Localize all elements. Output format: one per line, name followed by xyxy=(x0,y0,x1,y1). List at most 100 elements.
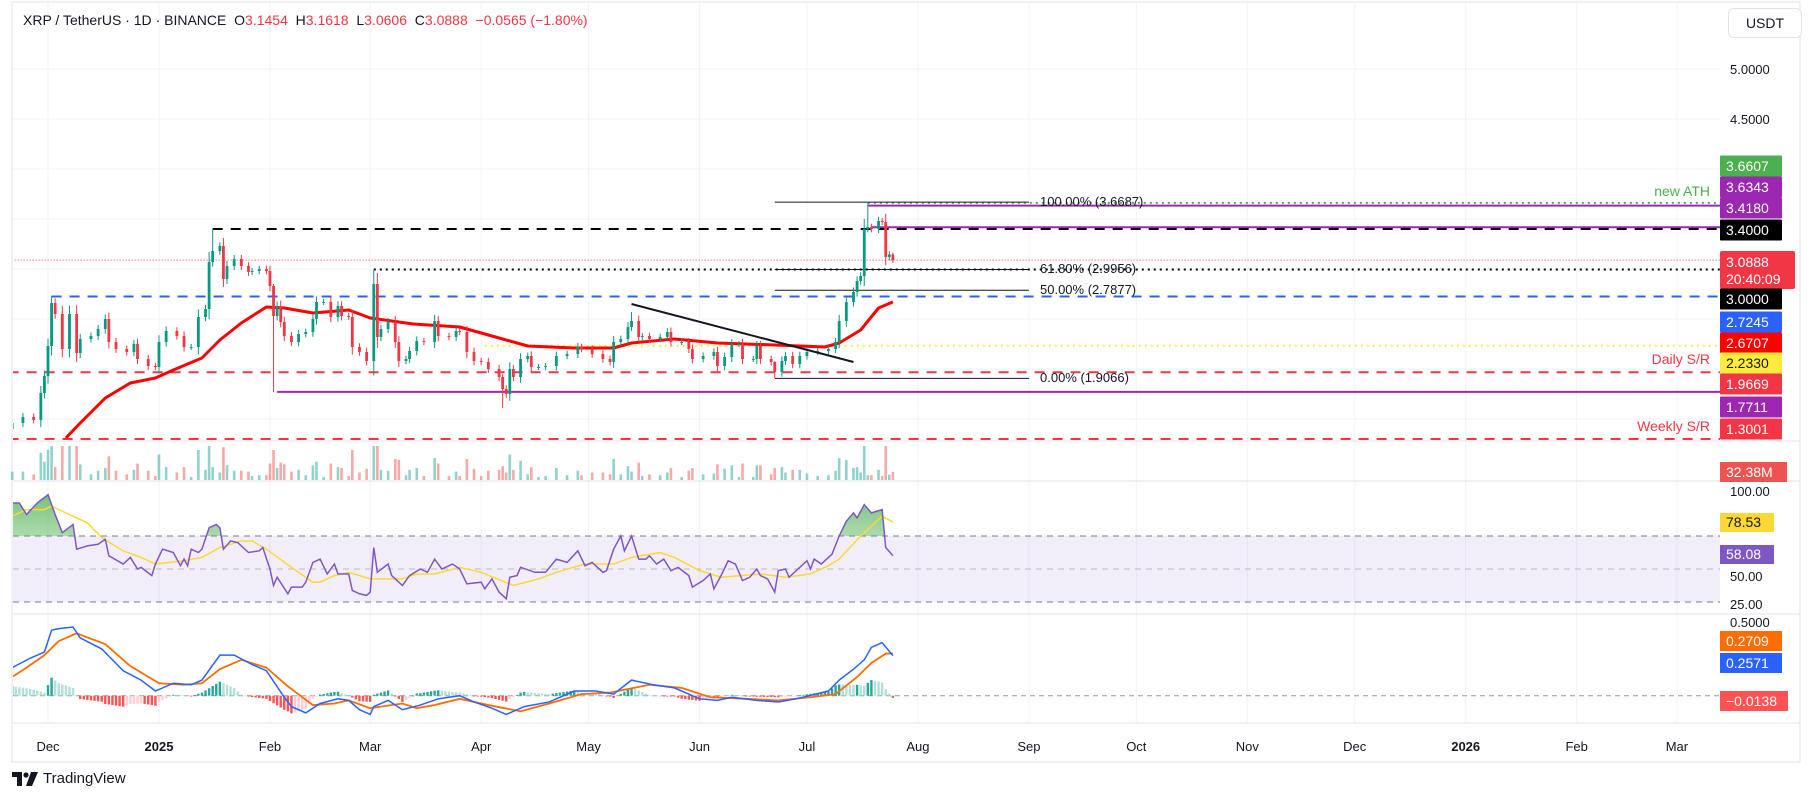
symbol-name[interactable]: XRP / TetherUS xyxy=(23,12,122,28)
volume-bar xyxy=(737,477,741,480)
interval[interactable]: 1D xyxy=(133,12,152,28)
price-label: 2.6707 xyxy=(1726,335,1769,351)
candle-body xyxy=(855,281,859,292)
price-label: 3.4000 xyxy=(1726,222,1769,238)
rsi-axis-tick: 100.00 xyxy=(1730,484,1770,499)
candle-body xyxy=(465,332,469,352)
volume-bar xyxy=(834,470,837,480)
macd-histogram-bar xyxy=(891,695,895,698)
volume-bar xyxy=(845,459,848,480)
candle-body xyxy=(222,246,225,279)
time-axis-label: Feb xyxy=(259,739,281,754)
pane-dividers[interactable] xyxy=(13,440,1800,724)
macd-histogram-bar xyxy=(361,695,365,702)
macd-histogram-bar xyxy=(537,693,540,696)
volume-bar xyxy=(730,465,734,480)
candle-body xyxy=(114,342,118,349)
volume-bar xyxy=(268,463,272,480)
macd-histogram-bar xyxy=(472,695,476,697)
macd-histogram-bar xyxy=(32,689,35,696)
candle-body xyxy=(340,306,343,316)
macd-histogram-bar xyxy=(104,695,107,705)
macd-histogram-bar xyxy=(805,694,809,696)
candle-body xyxy=(565,354,569,356)
separator: · xyxy=(155,12,161,28)
candle-body xyxy=(404,359,408,361)
volume-bar xyxy=(204,469,207,480)
macd-histogram-bar xyxy=(326,693,329,696)
volume-bar xyxy=(43,461,46,480)
macd-histogram-bar xyxy=(136,695,139,704)
macd-histogram-bar xyxy=(71,687,75,696)
candle-body xyxy=(78,339,82,353)
volume-bar xyxy=(447,476,451,480)
volume-bar xyxy=(458,476,461,480)
volume-bar xyxy=(89,474,93,480)
volume-bar xyxy=(791,469,794,480)
rsi-ma-label-bg xyxy=(1720,513,1774,532)
volume-bar xyxy=(884,446,888,480)
macd-histogram-bar xyxy=(215,683,218,696)
volume-bar xyxy=(780,467,784,480)
volume-bar xyxy=(576,470,580,480)
candle-body xyxy=(436,321,440,336)
macd-histogram-bar xyxy=(834,685,837,696)
candle-body xyxy=(755,346,759,359)
volume-bar xyxy=(10,471,14,480)
macd-histogram-bar xyxy=(232,687,236,696)
candle-body xyxy=(866,227,870,229)
macd-histogram-bar xyxy=(558,692,562,696)
price-label: 1.3001 xyxy=(1726,421,1769,437)
tradingview-logo[interactable]: TradingView xyxy=(12,770,126,787)
candle-body xyxy=(146,359,150,366)
trendline-segment[interactable] xyxy=(631,303,854,363)
volume-bar xyxy=(351,450,354,480)
candle-body xyxy=(272,286,275,316)
macd-histogram-bar xyxy=(61,684,64,696)
price-label: 3.0000 xyxy=(1726,291,1769,307)
macd-histogram-bar xyxy=(419,693,422,696)
macd-histogram-bar xyxy=(121,695,125,707)
macd-histogram-bar xyxy=(21,687,25,696)
macd-histogram-bar xyxy=(36,690,39,696)
candle-body xyxy=(132,344,136,352)
candle-body xyxy=(827,349,830,351)
macd-histogram-bar xyxy=(562,692,565,696)
fib-retracement[interactable] xyxy=(774,201,1029,379)
macd-histogram-bar xyxy=(827,691,830,696)
volume-bar xyxy=(798,469,802,480)
macd-histogram-bar xyxy=(508,695,512,700)
macd-histogram-bar xyxy=(655,695,658,697)
currency-button[interactable]: USDT xyxy=(1728,8,1802,38)
candle-body xyxy=(458,331,462,332)
candle-body xyxy=(737,344,741,345)
volume-bar xyxy=(716,464,719,480)
macd-histogram-bar xyxy=(454,692,458,696)
price-label-bg xyxy=(1720,352,1782,374)
candle-body xyxy=(225,266,229,279)
current-price-label-bg xyxy=(1720,251,1795,289)
macd-histogram-bar xyxy=(225,684,229,696)
macd-histogram-bar xyxy=(852,685,855,696)
candle-body xyxy=(537,367,540,368)
macd-histogram-bar xyxy=(340,693,343,696)
trendline[interactable] xyxy=(631,303,854,363)
volume-bar xyxy=(232,470,236,480)
macd-histogram-bar xyxy=(13,686,14,696)
candle-body xyxy=(290,336,293,342)
candles xyxy=(13,202,895,429)
macd-histogram-bar xyxy=(522,691,526,696)
volume-bar xyxy=(508,454,512,480)
volume-bar xyxy=(648,474,651,480)
volume-bar xyxy=(630,471,633,480)
macd-histogram-bar xyxy=(411,695,415,697)
volume-bar xyxy=(687,470,691,480)
macd-histogram-bar xyxy=(544,693,547,696)
time-axis-label: 2026 xyxy=(1451,739,1480,754)
volume-bar xyxy=(53,467,57,480)
volume-bar xyxy=(265,475,268,480)
candle-body xyxy=(529,356,533,367)
volume-bar xyxy=(50,446,53,480)
candle-body xyxy=(379,329,383,337)
